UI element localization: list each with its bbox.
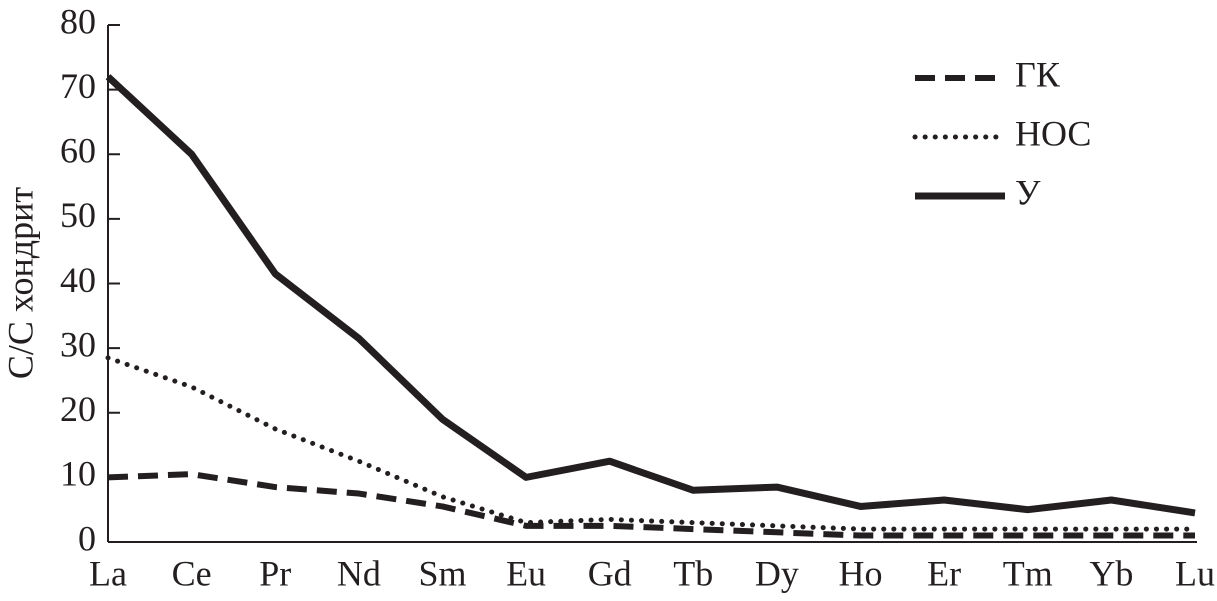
series-line xyxy=(107,471,1195,539)
series-line xyxy=(105,74,1196,517)
x-tick-label: Pr xyxy=(259,553,291,593)
legend-label: НОС xyxy=(1015,113,1091,153)
legend-label: У xyxy=(1015,172,1041,212)
x-tick-label: La xyxy=(89,553,127,593)
x-tick-label: Lu xyxy=(1175,553,1215,593)
x-tick-label: Sm xyxy=(418,553,466,593)
x-tick-label: Yb xyxy=(1089,553,1133,593)
x-tick-label: Dy xyxy=(755,553,799,593)
y-tick-label: 30 xyxy=(60,324,96,364)
series-line xyxy=(105,355,1198,532)
y-tick-label: 50 xyxy=(60,195,96,235)
x-tick-label: Er xyxy=(927,553,961,593)
x-tick-label: Ho xyxy=(839,553,883,593)
y-tick-label: 80 xyxy=(60,1,96,41)
y-tick-label: 10 xyxy=(60,454,96,494)
y-tick-label: 0 xyxy=(78,518,96,558)
x-tick-label: Ce xyxy=(172,553,212,593)
y-axis-label: C/C хондрит xyxy=(0,187,40,380)
x-tick-label: Tm xyxy=(1003,553,1053,593)
y-tick-label: 60 xyxy=(60,131,96,171)
y-tick-label: 70 xyxy=(60,66,96,106)
x-tick-label: Nd xyxy=(337,553,381,593)
y-tick-label: 40 xyxy=(60,260,96,300)
x-tick-label: Gd xyxy=(588,553,632,593)
legend-label: ГК xyxy=(1015,54,1061,94)
y-tick-label: 20 xyxy=(60,389,96,429)
x-tick-label: Tb xyxy=(673,553,713,593)
x-tick-label: Eu xyxy=(506,553,546,593)
